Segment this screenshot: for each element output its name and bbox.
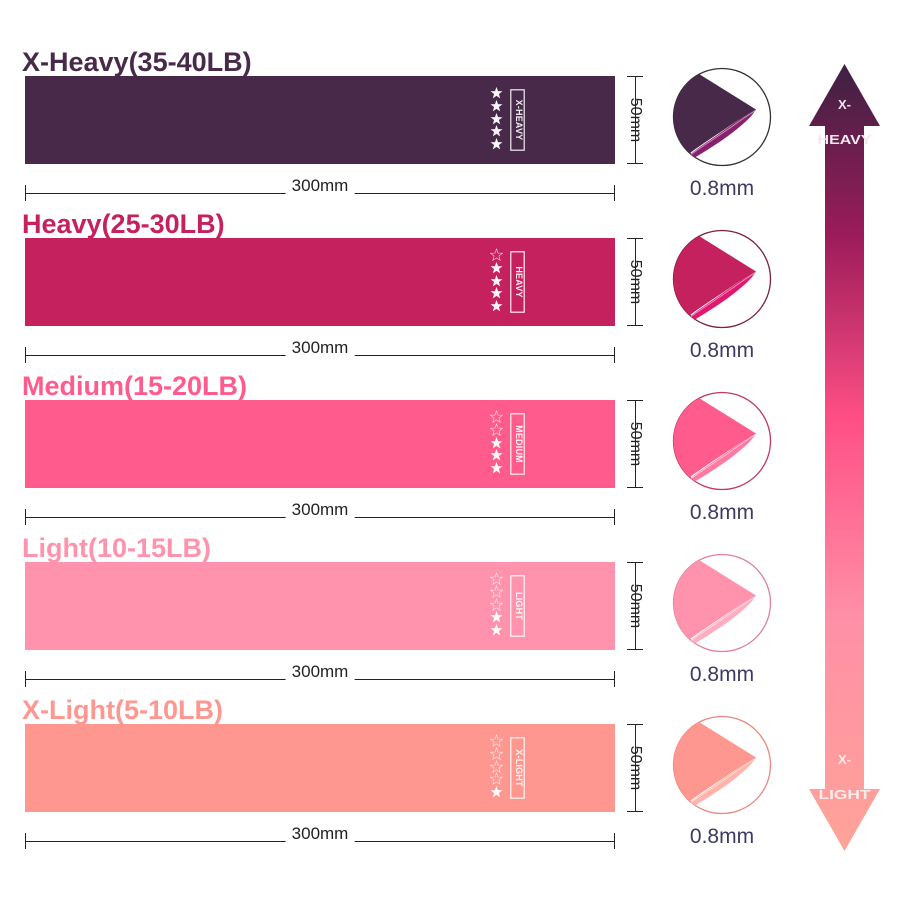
- svg-text:MEDIUM: MEDIUM: [514, 425, 524, 463]
- svg-text:HEAVY: HEAVY: [818, 132, 872, 147]
- svg-text:HEAVY: HEAVY: [514, 266, 524, 297]
- svg-text:X-LIGHT: X-LIGHT: [514, 749, 524, 787]
- svg-text:X-: X-: [838, 97, 851, 112]
- svg-text:X-: X-: [838, 752, 851, 767]
- svg-text:X-HEAVY: X-HEAVY: [514, 100, 524, 141]
- svg-text:LIGHT: LIGHT: [514, 592, 524, 620]
- svg-text:LIGHT: LIGHT: [819, 787, 871, 802]
